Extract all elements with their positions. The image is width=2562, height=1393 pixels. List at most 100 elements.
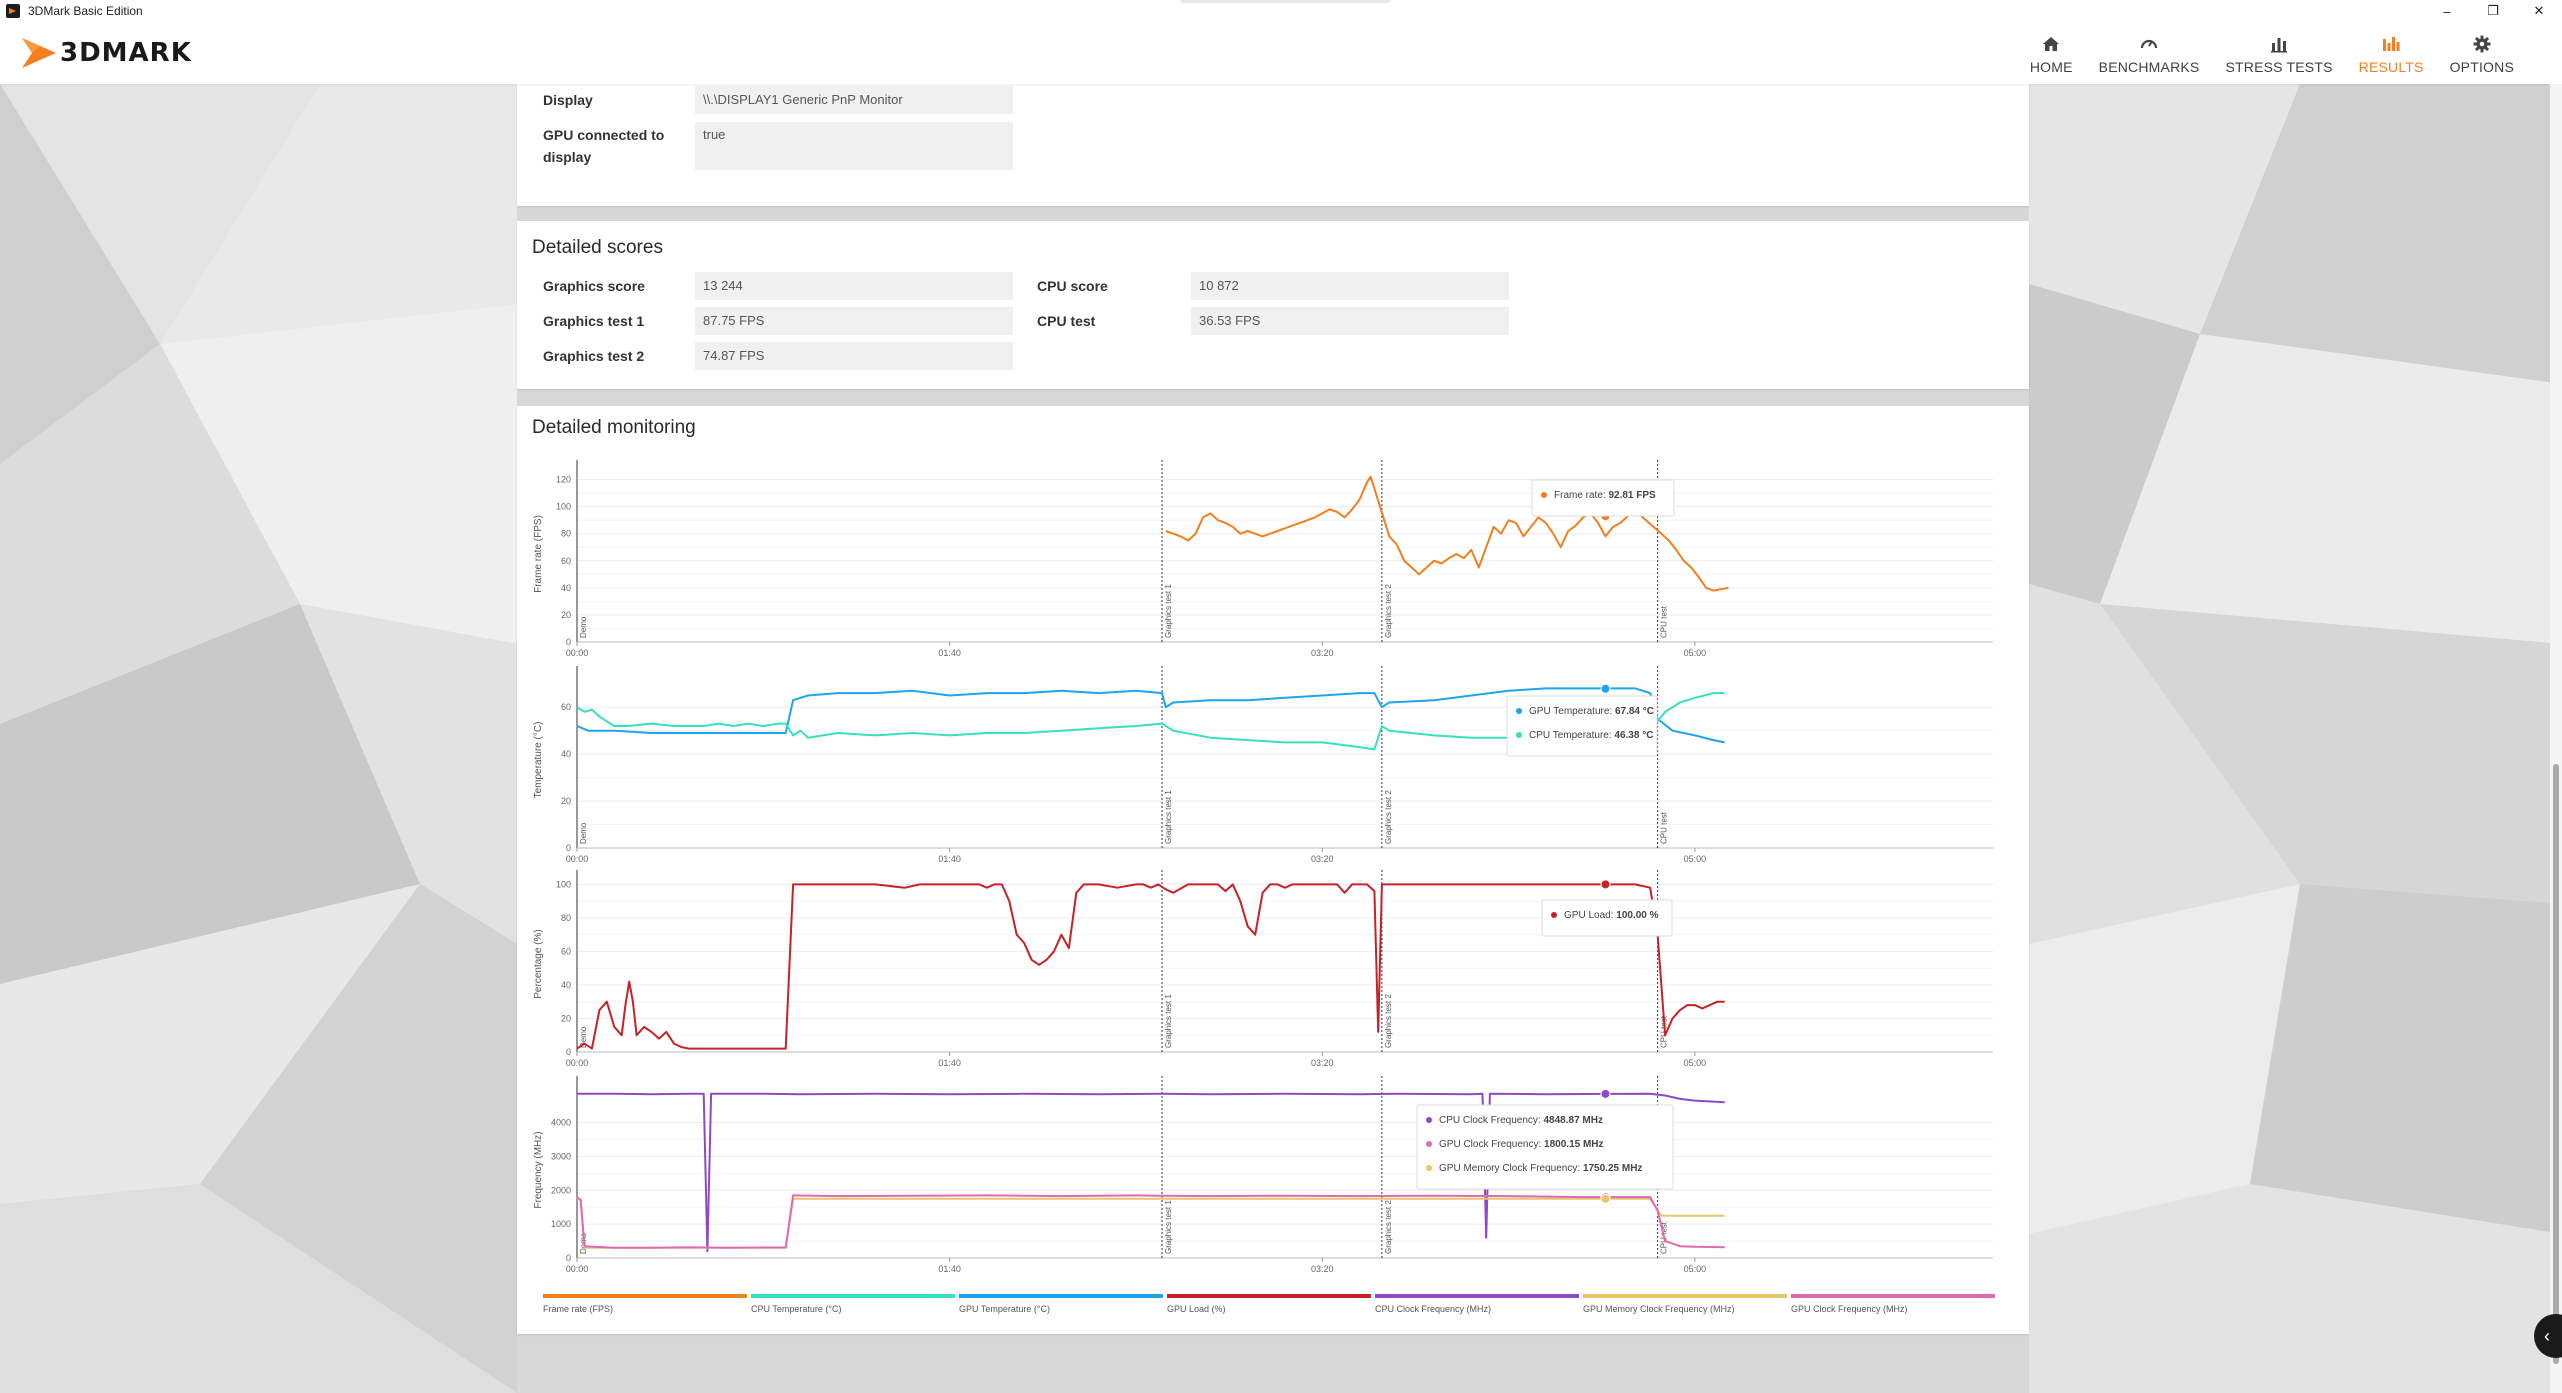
y-tick-label: 2000 (551, 1185, 571, 1195)
minimize-button[interactable]: – (2443, 3, 2451, 19)
y-tick-label: 3000 (551, 1151, 571, 1161)
y-tick-label: 80 (561, 529, 571, 539)
x-tick-label: 00:00 (566, 854, 589, 864)
tooltip-dot (1516, 708, 1522, 714)
y-tick-label: 0 (566, 1253, 571, 1263)
main-nav: HOME BENCHMARKS STRESS TESTS RESULTS (2004, 28, 2514, 78)
graphics-test1-label: Graphics test 1 (543, 313, 645, 329)
window-title-bar: 3DMark Basic Edition – ❐ ✕ (0, 0, 2562, 23)
cpu-test-label: CPU test (1037, 313, 1096, 329)
x-tick-label: 03:20 (1311, 648, 1334, 658)
brand-logo[interactable]: 3DMARK (20, 36, 192, 70)
app-icon (6, 4, 20, 18)
y-tick-label: 120 (556, 475, 571, 485)
graphics-score-value: 13 244 (695, 272, 1013, 300)
y-tick-label: 0 (566, 843, 571, 853)
tooltip-text: GPU Clock Frequency: 1800.15 MHz (1439, 1139, 1604, 1150)
tooltip-text: GPU Load: 100.00 % (1564, 910, 1659, 921)
legend-swatch (1167, 1294, 1371, 1298)
nav-stress-tests[interactable]: STRESS TESTS (2225, 28, 2332, 78)
chevron-left-icon: ‹ (2544, 1325, 2550, 1346)
nav-home-label: HOME (2029, 59, 2073, 75)
scrollbar-thumb[interactable] (2553, 764, 2559, 1364)
x-tick-label: 01:40 (938, 854, 961, 864)
hover-point (1600, 683, 1611, 694)
legend-item-label: CPU Clock Frequency (MHz) (1375, 1304, 1491, 1314)
y-tick-label: 60 (561, 946, 571, 956)
legend-swatch (1791, 1294, 1995, 1298)
legend-swatch (1375, 1294, 1579, 1298)
hover-point (1600, 1193, 1611, 1204)
home-icon (2043, 37, 2060, 51)
y-axis-label: Frequency (MHz) (533, 1131, 544, 1208)
legend-swatch (543, 1294, 747, 1298)
tooltip-value: 67.84 °C (1615, 706, 1654, 717)
tooltip-value: 1750.25 MHz (1583, 1163, 1642, 1174)
series-line-gpu_mem_clock (577, 1197, 1725, 1249)
x-tick-label: 01:40 (938, 648, 961, 658)
gpu-connected-label: GPU connected to display (543, 127, 665, 165)
tooltip-value: 4848.87 MHz (1543, 1115, 1602, 1126)
series-line-gpu_clock (576, 1194, 1725, 1249)
legend-item-label: GPU Memory Clock Frequency (MHz) (1583, 1304, 1735, 1314)
legend-swatch (751, 1294, 955, 1298)
legend-item-label: Frame rate (FPS) (543, 1304, 613, 1314)
series-line-gpu_load (576, 883, 1725, 1050)
tooltip-value: 100.00 % (1616, 910, 1658, 921)
y-tick-label: 0 (566, 637, 571, 647)
monitoring-charts[interactable]: 0 20 40 60 80 100 120 00:00 01:40 03:20 05:00 Frame… (517, 406, 2029, 1334)
close-button[interactable]: ✕ (2533, 3, 2545, 18)
y-tick-label: 0 (566, 1047, 571, 1057)
phase-marker-label: CPU test (1660, 605, 1669, 638)
x-tick-label: 05:00 (1684, 854, 1707, 864)
legend-item-label: GPU Load (%) (1167, 1304, 1226, 1314)
hover-point (1600, 879, 1611, 890)
nav-options[interactable]: OPTIONS (2450, 28, 2514, 78)
nav-results[interactable]: RESULTS (2359, 28, 2424, 78)
y-axis-label: Temperature (°C) (533, 722, 544, 799)
tooltip-label: Frame rate: (1554, 490, 1608, 501)
legend-swatch (959, 1294, 1163, 1298)
graphics-test2-label: Graphics test 2 (543, 348, 645, 364)
title-drag-handle[interactable] (1180, 0, 1390, 3)
y-tick-label: 100 (556, 502, 571, 512)
y-tick-label: 40 (561, 980, 571, 990)
nav-benchmarks-label: BENCHMARKS (2098, 59, 2200, 75)
phase-marker-label: Demo (579, 616, 588, 638)
tooltip-label: GPU Load: (1564, 910, 1616, 921)
x-tick-label: 01:40 (938, 1058, 961, 1068)
restore-button[interactable]: ❐ (2487, 3, 2499, 18)
y-tick-label: 40 (561, 749, 571, 759)
collapse-side-button[interactable]: ‹ (2534, 1314, 2562, 1358)
y-axis-label: Frame rate (FPS) (533, 515, 544, 593)
series-line-fps (1165, 475, 1729, 592)
tooltip-text: CPU Temperature: 46.38 °C (1529, 730, 1653, 741)
phase-marker-label: Graphics test 1 (1164, 994, 1173, 1048)
page-scrollbar[interactable] (2550, 84, 2562, 1393)
x-tick-label: 00:00 (566, 1058, 589, 1068)
tooltip-box (1416, 1104, 1674, 1190)
nav-home[interactable]: HOME (2030, 28, 2073, 78)
y-tick-label: 20 (561, 610, 571, 620)
legend-item-label: CPU Temperature (°C) (751, 1304, 841, 1314)
phase-marker-label: Graphics test 2 (1384, 584, 1393, 638)
tooltip-dot (1551, 912, 1557, 918)
chart-1: 0 20 40 60 80 100 120 00:00 01:40 03:20 05:00 Frame… (533, 460, 1993, 658)
legend-item-label: GPU Temperature (°C) (959, 1304, 1050, 1314)
tooltip-label: GPU Clock Frequency: (1439, 1139, 1544, 1150)
tooltip-text: CPU Clock Frequency: 4848.87 MHz (1439, 1115, 1603, 1126)
gpu-connected-value: true (695, 122, 1013, 170)
results-bars-icon (2383, 37, 2400, 51)
chart-4: 0 1000 2000 3000 4000 00:00 01:40 03:20 05:00 Fre… (533, 1076, 1993, 1274)
legend-item-label: GPU Clock Frequency (MHz) (1791, 1304, 1908, 1314)
system-info-panel: Display \\.\DISPLAY1 Generic PnP Monitor… (517, 84, 2029, 206)
cpu-score-label: CPU score (1037, 278, 1108, 294)
app-header: 3DMARK HOME BENCHMARKS STRESS TESTS RESU… (0, 22, 2562, 84)
y-tick-label: 80 (561, 913, 571, 923)
legend-swatch (1583, 1294, 1787, 1298)
detailed-scores-panel: Detailed scores Graphics score 13 244 Gr… (517, 221, 2029, 389)
detailed-scores-title: Detailed scores (532, 237, 663, 258)
tooltip-label: GPU Temperature: (1529, 706, 1615, 717)
nav-benchmarks[interactable]: BENCHMARKS (2099, 28, 2200, 78)
tooltip-dot (1516, 732, 1522, 738)
